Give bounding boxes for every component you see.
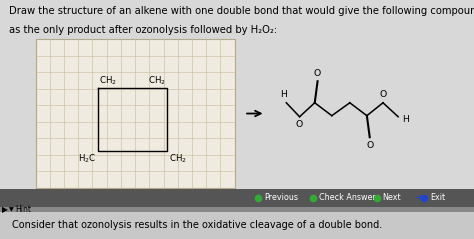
Text: $\mathregular{CH_2}$: $\mathregular{CH_2}$ [148, 74, 166, 87]
Text: $\mathregular{CH_2}$: $\mathregular{CH_2}$ [169, 152, 187, 165]
Bar [36, 39, 235, 188]
Text: H: H [402, 115, 409, 124]
Text: O: O [296, 120, 303, 129]
Text: Next: Next [383, 193, 401, 202]
Text: Draw the structure of an alkene with one double bond that would give the followi: Draw the structure of an alkene with one… [9, 6, 474, 16]
Text: ▼: ▼ [9, 207, 13, 212]
Bar [0, 207, 474, 212]
Text: Check Answer: Check Answer [319, 193, 375, 202]
Text: as the only product after ozonolysis followed by H₂O₂:: as the only product after ozonolysis fol… [9, 25, 278, 35]
Text: $\mathregular{H_2C}$: $\mathregular{H_2C}$ [79, 152, 97, 165]
Text: ➜: ➜ [415, 193, 423, 202]
Text: O: O [379, 90, 387, 99]
Text: Exit: Exit [430, 193, 445, 202]
Text: ▶: ▶ [2, 205, 8, 214]
Text: H: H [281, 90, 287, 99]
Bar [0, 189, 474, 207]
Text: Hint: Hint [15, 205, 31, 214]
Text: Consider that ozonolysis results in the oxidative cleavage of a double bond.: Consider that ozonolysis results in the … [12, 221, 382, 230]
Text: Previous: Previous [264, 193, 298, 202]
Text: O: O [314, 69, 321, 78]
Text: O: O [366, 141, 374, 150]
Bar [0, 212, 474, 239]
Text: $\mathregular{CH_2}$: $\mathregular{CH_2}$ [99, 74, 117, 87]
